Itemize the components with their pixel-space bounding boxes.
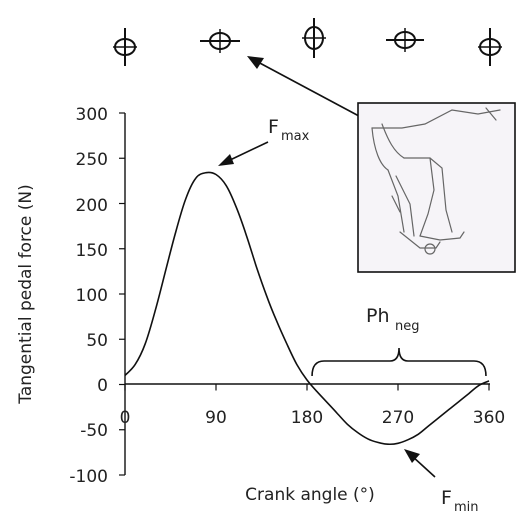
pedal-icon-270	[386, 28, 424, 52]
fmin-label-sub: min	[454, 500, 479, 515]
x-axis-title: Crank angle (°)	[245, 485, 375, 505]
fmax-arrow	[227, 141, 269, 162]
y-axis-title: Tangential pedal force (N)	[16, 184, 36, 405]
pedal-icon-180	[302, 18, 326, 58]
fmax-label-sub: max	[281, 129, 310, 144]
phneg-label-sub: neg	[395, 319, 420, 334]
y-tick-label: 200	[76, 196, 108, 216]
y-tick-label: -100	[69, 467, 108, 487]
pedal-icon-90	[200, 29, 240, 53]
phneg-annotation: Ph neg	[311, 305, 487, 377]
pedal-icon-360	[478, 28, 502, 66]
x-tick-labels: 0 90 180 270 360	[120, 408, 506, 428]
y-tick-label: -50	[80, 421, 108, 441]
fmax-annotation: F max	[218, 116, 310, 166]
pedal-orientation-icons	[113, 18, 502, 66]
fmin-label: F	[441, 487, 452, 509]
phneg-bracket	[311, 347, 487, 377]
x-tick-label: 90	[205, 408, 227, 428]
phneg-label: Ph	[366, 305, 390, 327]
x-tick-label: 270	[382, 408, 414, 428]
x-tick-label: 0	[120, 408, 131, 428]
fmax-arrowhead	[218, 154, 234, 166]
force-series-line	[124, 171, 490, 446]
y-tick-marks	[119, 112, 125, 476]
y-tick-labels: 300 250 200 150 100 50 0 -50 -100	[69, 105, 108, 487]
pedal-icon-0	[113, 28, 137, 66]
fmin-arrow	[411, 455, 436, 478]
y-tick-label: 300	[76, 105, 108, 125]
fmin-arrowhead	[404, 449, 420, 463]
x-tick-label: 360	[473, 408, 505, 428]
y-tick-label: 50	[86, 331, 108, 351]
x-tick-label: 180	[291, 408, 323, 428]
y-tick-label: 150	[76, 241, 108, 261]
fmax-label: F	[268, 116, 279, 138]
y-tick-label: 100	[76, 286, 108, 306]
fmin-annotation: F min	[404, 449, 479, 515]
y-tick-label: 0	[97, 376, 108, 396]
cyclist-inset-image	[357, 102, 516, 273]
y-tick-label: 250	[76, 150, 108, 170]
x-tick-marks	[124, 384, 490, 391]
inset-pointer-arrow	[247, 56, 373, 124]
